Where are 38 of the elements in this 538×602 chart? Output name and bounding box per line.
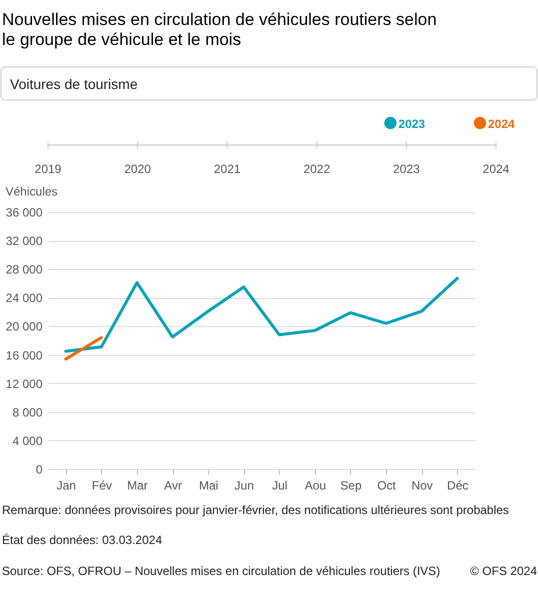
y-tick-label: 16 000	[6, 348, 43, 362]
y-tick-label: 36 000	[6, 206, 43, 220]
text: 2022	[303, 162, 330, 176]
x-tick-label: Sep	[340, 478, 362, 492]
y-tick-label: 12 000	[6, 376, 43, 391]
x-tick-label: Déc	[447, 478, 468, 492]
text: 2019	[34, 162, 62, 176]
chart-title: Nouvelles mises en circulation de véhicules routiers selon le groupe de véhicule et le mois	[2, 10, 437, 49]
x-tick-label: Oct	[377, 478, 397, 492]
text: 2020	[124, 162, 152, 176]
y-tick-label: 8 000	[12, 405, 43, 420]
text: 2024	[482, 162, 510, 176]
legend-label: 2024	[488, 117, 516, 131]
source-note: Source: OFS, OFROU – Nouvelles mises en circulation de véhicules routiers (IVS)	[2, 564, 440, 578]
x-tick-label: Jun	[234, 478, 254, 492]
y-tick-label: 28 000	[6, 262, 43, 277]
y-tick-label: 24 000	[6, 291, 43, 306]
x-tick-label: Mar	[127, 478, 148, 492]
y-tick-label: 32 000	[6, 234, 43, 248]
x-tick-label: Fév	[92, 478, 112, 492]
x-tick-label: Jan	[56, 478, 76, 492]
x-tick-label: Jul	[272, 478, 288, 492]
y-tick-label: 0	[36, 462, 43, 476]
text: Voitures de tourisme	[10, 76, 138, 92]
text: © OFS 2024	[470, 564, 538, 578]
legend-label: 2023	[398, 117, 426, 131]
x-tick-label: Nov	[411, 478, 433, 492]
x-tick-label: Avr	[164, 478, 182, 492]
x-tick-label: Mai	[198, 478, 218, 492]
text: 2021	[214, 162, 241, 176]
text: État des données: 03.03.2024	[2, 533, 162, 547]
y-axis-title: Véhicules	[6, 184, 58, 198]
line-series	[64, 276, 459, 353]
text: 2023	[393, 162, 420, 176]
x-tick-label: Aou	[304, 478, 326, 492]
y-tick-label: 4 000	[12, 434, 43, 448]
text: Remarque: données provisoires pour janvier-février, des notifications ultérieures sont probables	[2, 503, 509, 517]
y-tick-label: 20 000	[6, 320, 43, 334]
